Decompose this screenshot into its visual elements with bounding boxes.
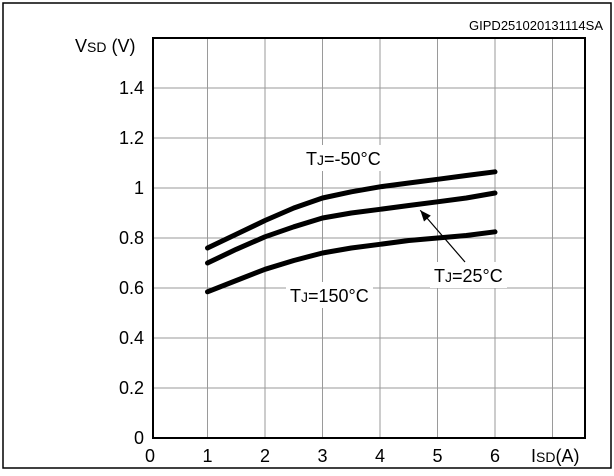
grid [153,38,585,438]
y-axis-label: VSD (V) [75,36,135,56]
plot-frame [152,37,586,439]
series-label: TJ=150°C [290,286,369,306]
x-axis-label: ISD(A) [531,446,579,466]
x-tick-label: 3 [317,446,327,466]
x-tick-label: 6 [490,446,500,466]
y-tick-label: 0.6 [119,278,144,298]
y-tick-label: 0.4 [119,328,144,348]
x-tick-label: 2 [260,446,270,466]
y-tick-label: 1.2 [119,128,144,148]
y-tick-label: 1.4 [119,78,144,98]
y-tick-label: 0.8 [119,228,144,248]
series-line [205,190,498,266]
series-label: TJ=-50°C [306,149,381,169]
x-tick-label: 1 [202,446,212,466]
series-label-background [286,282,373,308]
x-tick-label: 5 [432,446,442,466]
series-label: TJ=25°C [434,266,503,286]
x-tick-label: 4 [375,446,385,466]
curves [205,169,498,295]
series-line [205,229,498,295]
series-line [205,169,498,251]
y-tick-label: 0.2 [119,378,144,398]
series-label-background [430,262,507,288]
label-arrow-line [419,209,466,263]
y-tick-label: 0 [134,428,144,448]
figure-id: GIPD251020131114SA [469,18,603,33]
y-tick-label: 1 [134,178,144,198]
figure-border [2,2,612,469]
series-label-background [302,145,385,171]
tick-labels: 0 1 2 3 4 5 6 0 0.2 0.4 0.6 0.8 1 1.2 1.4 [119,78,500,466]
annotations: TJ=-50°C TJ=25°C TJ=150°C [286,145,507,308]
axis-labels: VSD (V) ISD(A) [75,36,579,466]
x-tick-label: 0 [145,446,155,466]
label-arrow-head [420,210,431,222]
